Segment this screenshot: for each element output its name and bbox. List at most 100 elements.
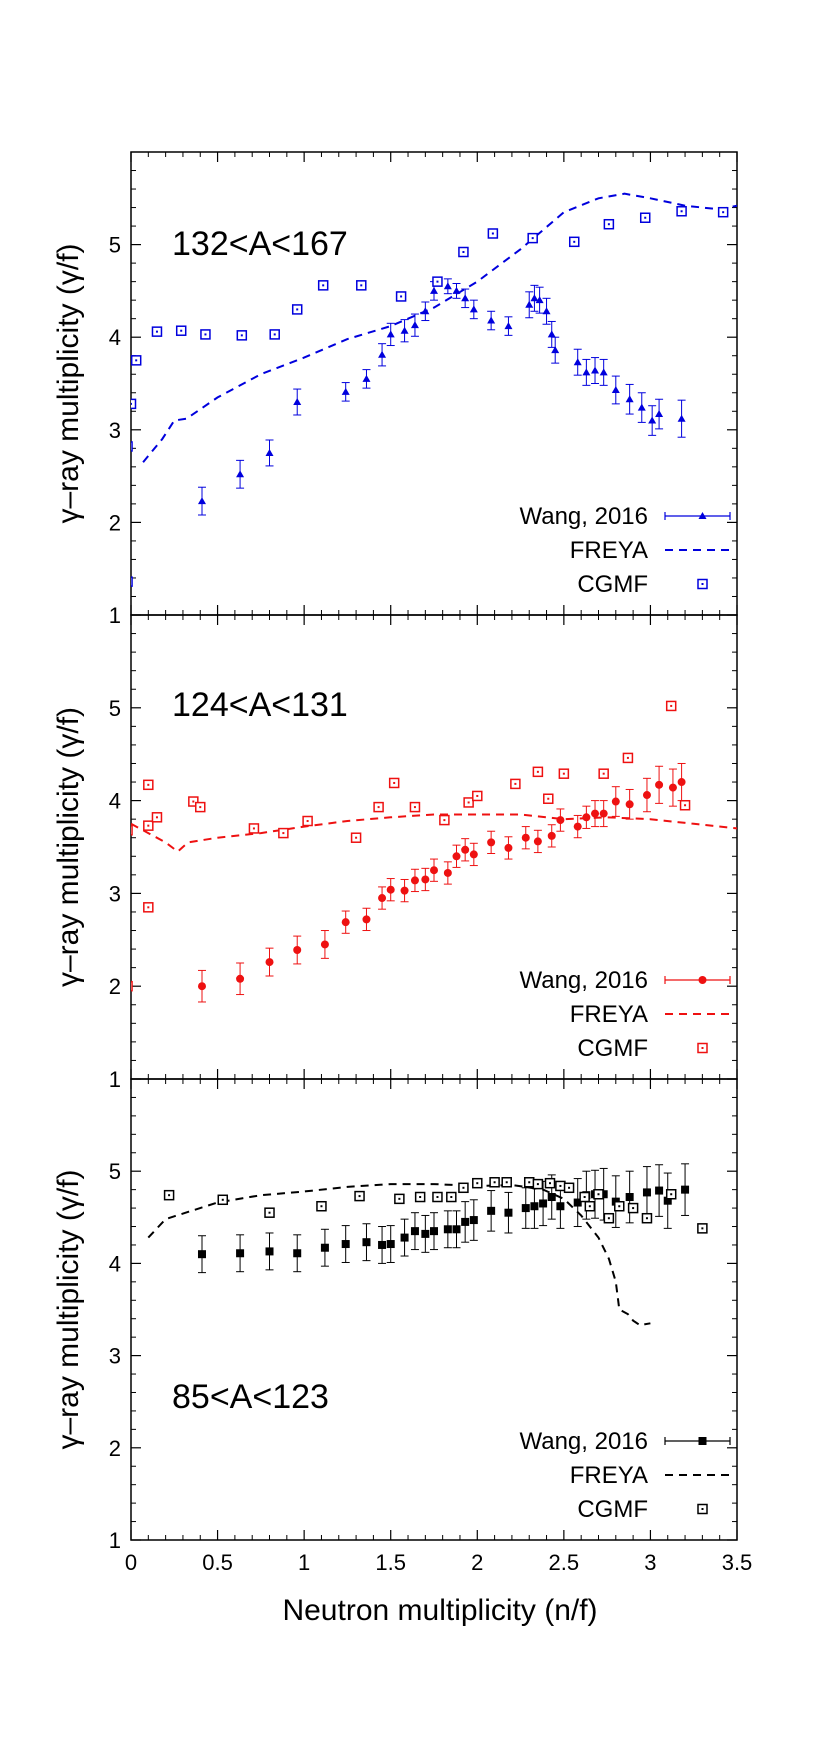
cgmf-point-core <box>393 781 396 784</box>
wang-point <box>265 958 274 967</box>
wang-point <box>521 1204 530 1213</box>
wang-point <box>341 387 350 395</box>
wang-point <box>461 294 470 302</box>
legend-label: FREYA <box>570 1462 648 1489</box>
wang-point <box>521 833 530 842</box>
freya-line <box>131 813 737 853</box>
cgmf-point-core <box>273 333 276 336</box>
cgmf-point-core <box>467 801 470 804</box>
legend-cgmf-core <box>701 1047 704 1049</box>
wang-point <box>655 1186 664 1195</box>
wang-point <box>599 809 608 818</box>
cgmf-point-core <box>528 1181 531 1184</box>
x-tick-label: 2 <box>471 1550 483 1575</box>
wang-point <box>655 780 664 789</box>
wang-point <box>386 330 395 338</box>
cgmf-point-core <box>505 1181 508 1184</box>
wang-point <box>642 1188 651 1197</box>
cgmf-point-core <box>204 333 207 336</box>
legend-label: Wang, 2016 <box>519 967 648 994</box>
wang-point <box>378 1240 387 1249</box>
panel-label: 85<A<123 <box>172 1378 329 1416</box>
panel-label: 124<A<131 <box>172 686 348 724</box>
wang-point <box>378 350 387 358</box>
cgmf-point-core <box>583 1196 586 1199</box>
wang-point <box>341 1240 350 1249</box>
cgmf-point-core <box>221 1198 224 1201</box>
cgmf-point-core <box>398 1197 401 1200</box>
wang-point <box>469 305 478 313</box>
wang-point <box>293 398 302 406</box>
cgmf-point-core <box>536 1183 539 1186</box>
cgmf-point-core <box>135 359 138 362</box>
panels-layer: 1 2 3 4 5 γ–ray multiplicity (γ/f) 132<A<167 Wa… <box>52 151 753 1575</box>
legend-wang-marker <box>698 512 707 519</box>
legend-label: FREYA <box>570 537 648 564</box>
y-axis-title: γ–ray multiplicity (γ/f) <box>52 707 85 987</box>
wang-point <box>591 809 600 818</box>
cgmf-point-core <box>450 1196 453 1199</box>
y-tick-label: 5 <box>109 233 121 258</box>
cgmf-point-core <box>180 329 183 332</box>
wang-point <box>625 395 634 403</box>
wang-point <box>265 448 274 456</box>
legend-label: CGMF <box>577 1035 648 1062</box>
cgmf-point-core <box>419 1196 422 1199</box>
legend: Wang, 2016 FREYA CGMF <box>519 967 731 1062</box>
wang-point <box>611 797 620 806</box>
cgmf-point-core <box>436 1196 439 1199</box>
cgmf-point-core <box>240 334 243 337</box>
wang-point <box>599 368 608 376</box>
wang-point <box>320 940 329 949</box>
panel-frame <box>130 1078 738 1541</box>
wang-point <box>410 321 419 329</box>
cgmf-point-core <box>155 330 158 333</box>
cgmf-point-core <box>462 251 465 254</box>
legend: Wang, 2016 FREYA CGMF <box>519 1428 731 1523</box>
wang-point <box>677 414 686 422</box>
wang-point <box>443 282 452 290</box>
x-tick-label: 1 <box>298 1550 310 1575</box>
wang-point <box>504 1208 513 1217</box>
wang-point <box>668 783 677 792</box>
wang-point <box>573 1198 582 1207</box>
cgmf-point-core <box>568 1186 571 1189</box>
wang-point <box>378 894 387 903</box>
wang-point <box>637 403 646 411</box>
panel-data <box>147 1163 708 1327</box>
x-tick-label: 2.5 <box>549 1550 580 1575</box>
x-tick-label: 1.5 <box>375 1550 406 1575</box>
cgmf-point-core <box>514 782 517 785</box>
wang-point <box>452 286 461 294</box>
wang-point <box>421 875 430 884</box>
wang-point <box>197 1250 206 1259</box>
cgmf-point-core <box>127 829 129 831</box>
wang-point <box>677 778 686 787</box>
wang-point <box>556 816 565 825</box>
cgmf-point-core <box>531 237 534 240</box>
cgmf-point-core <box>413 806 416 809</box>
cgmf-point <box>131 825 133 836</box>
y-tick-label: 4 <box>109 325 121 350</box>
wang-point <box>582 368 591 376</box>
wang-point <box>443 1225 452 1234</box>
wang-point <box>487 316 496 324</box>
cgmf-point-core <box>476 1182 479 1185</box>
cgmf-point <box>131 980 133 992</box>
cgmf-point-core <box>670 1193 673 1196</box>
cgmf-point-core <box>147 783 150 786</box>
cgmf-point-core <box>147 906 150 909</box>
x-tick-label: 3.5 <box>722 1550 753 1575</box>
wang-point <box>542 307 551 315</box>
cgmf-point-core <box>199 806 202 809</box>
wang-point <box>547 1193 556 1202</box>
panel-data <box>127 700 737 1003</box>
wang-point <box>452 1225 461 1234</box>
cgmf-point-core <box>320 1205 323 1208</box>
cgmf-point-core <box>358 1195 361 1198</box>
x-axis-title: Neutron multiplicity (n/f) <box>282 1594 597 1627</box>
cgmf-point-core <box>562 772 565 775</box>
y-tick-label: 2 <box>109 1436 121 1461</box>
wang-point <box>443 868 452 877</box>
